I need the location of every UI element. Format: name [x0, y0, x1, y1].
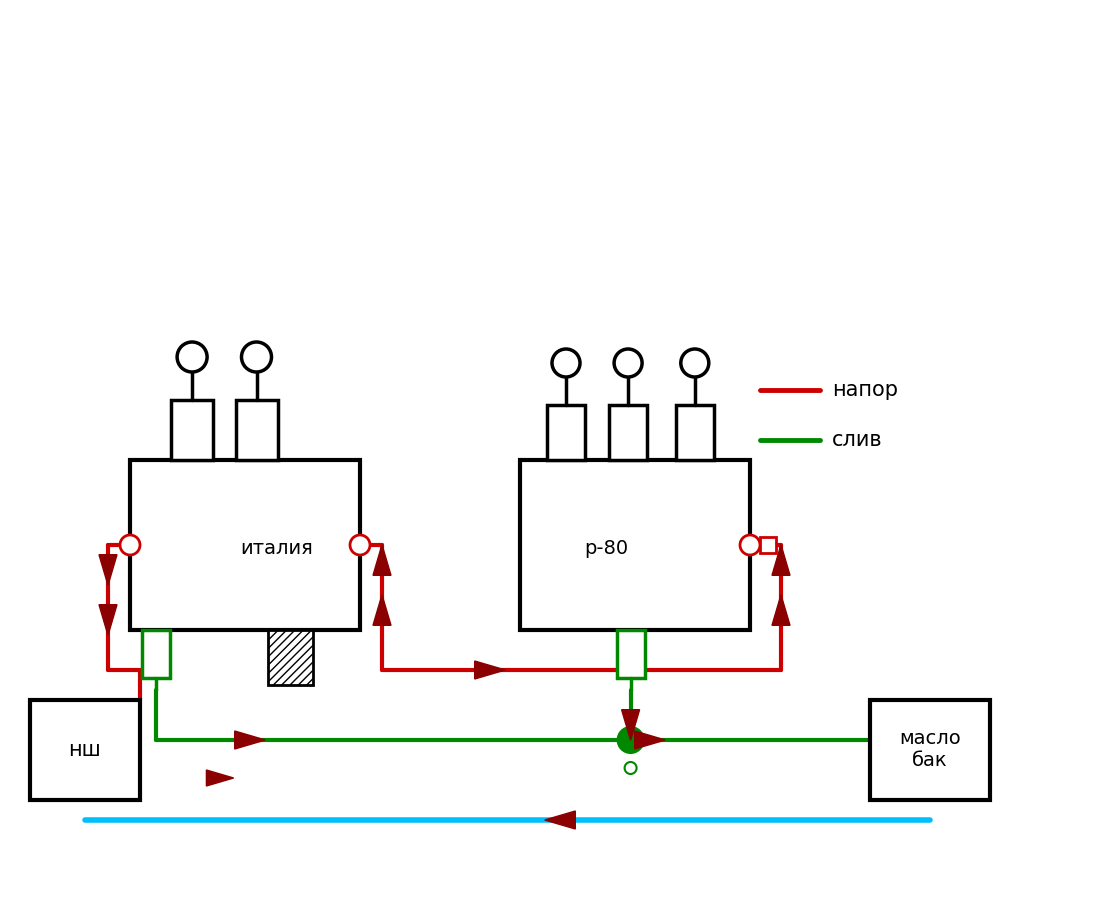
Polygon shape	[373, 595, 391, 625]
Bar	[617, 630, 645, 678]
Polygon shape	[99, 554, 116, 585]
Text: италия: италия	[241, 539, 314, 558]
Polygon shape	[475, 661, 505, 679]
Circle shape	[242, 342, 271, 372]
Bar	[520, 460, 750, 630]
Text: нш: нш	[68, 740, 102, 760]
Bar	[130, 460, 360, 630]
Text: масло
бак: масло бак	[899, 730, 961, 770]
Circle shape	[740, 535, 760, 555]
Bar	[675, 405, 713, 460]
Circle shape	[617, 726, 645, 754]
Text: р-80: р-80	[585, 539, 628, 558]
Polygon shape	[373, 544, 391, 575]
Bar	[760, 537, 776, 553]
Polygon shape	[99, 605, 116, 635]
Polygon shape	[235, 731, 265, 749]
Circle shape	[681, 349, 709, 377]
Circle shape	[625, 762, 636, 774]
Text: напор: напор	[832, 380, 898, 400]
Polygon shape	[772, 595, 790, 625]
Circle shape	[614, 349, 642, 377]
Polygon shape	[772, 544, 790, 575]
Polygon shape	[544, 811, 576, 829]
Bar	[142, 630, 170, 678]
Bar	[609, 405, 647, 460]
Circle shape	[349, 535, 370, 555]
Circle shape	[552, 349, 580, 377]
Bar	[30, 700, 140, 800]
Polygon shape	[206, 770, 234, 786]
Bar	[870, 700, 990, 800]
Bar	[235, 400, 278, 460]
Circle shape	[177, 342, 207, 372]
Bar	[171, 400, 213, 460]
Polygon shape	[622, 710, 640, 741]
Bar	[268, 630, 312, 685]
Text: слив: слив	[832, 430, 883, 450]
Bar	[547, 405, 585, 460]
Polygon shape	[635, 731, 665, 749]
Circle shape	[120, 535, 140, 555]
